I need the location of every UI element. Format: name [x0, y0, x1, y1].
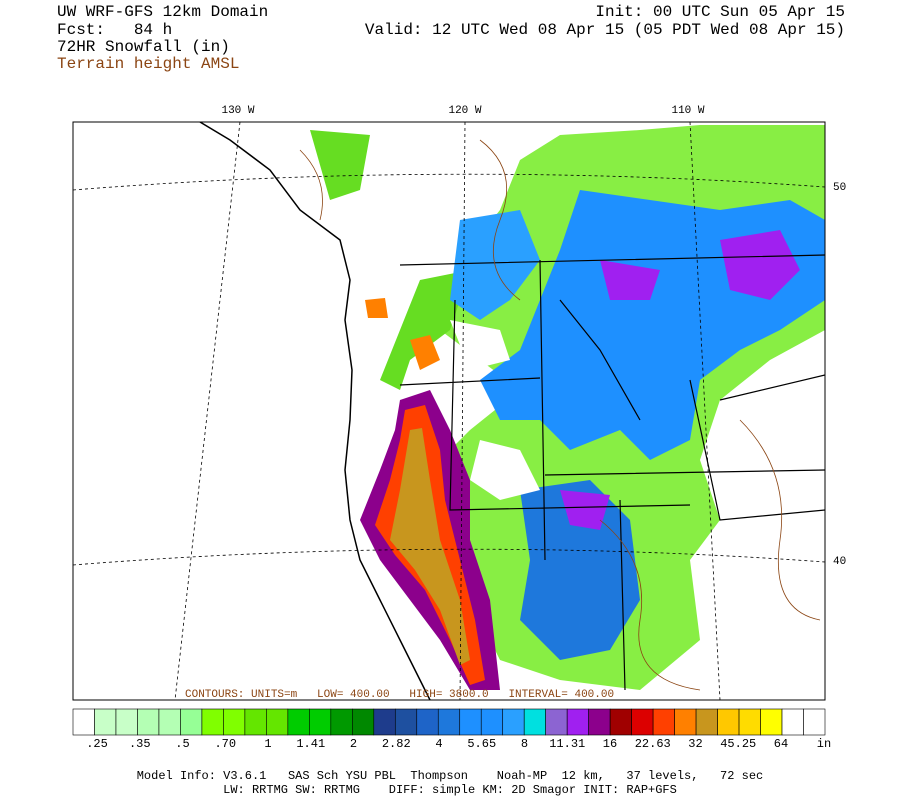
colorbar-label: 64 [774, 737, 788, 751]
longitude-label: 120 W [448, 105, 481, 117]
coastline [199, 122, 431, 700]
valid-time: Valid: 12 UTC Wed 08 Apr 15 (05 PDT Wed … [365, 21, 845, 39]
colorbar-swatch [631, 708, 654, 736]
colorbar-swatch [180, 708, 203, 736]
colorbar-swatch [803, 708, 826, 736]
colorbar-swatch [781, 708, 804, 736]
colorbar-swatch [201, 708, 224, 736]
snow-spot [365, 298, 440, 370]
colorbar-label: 8 [521, 737, 528, 751]
colorbar-label: 5.65 [467, 737, 496, 751]
colorbar-label: 2.82 [382, 737, 411, 751]
state-borders [399, 254, 825, 691]
colorbar-label: 32 [688, 737, 702, 751]
colorbar-swatch [352, 708, 375, 736]
colorbar-label: 1 [264, 737, 271, 751]
colorbar-swatch [158, 708, 181, 736]
colorbar-swatch [695, 708, 718, 736]
latitude-label: 50 [833, 182, 846, 194]
colorbar-swatch [223, 708, 246, 736]
colorbar-swatch [287, 708, 310, 736]
colorbar-label: .70 [214, 737, 236, 751]
model-physics: LW: RRTMG SW: RRTMG DIFF: simple KM: 2D … [223, 783, 677, 797]
colorbar-swatch [566, 708, 589, 736]
colorbar-swatch [94, 708, 117, 736]
colorbar-label: 11.31 [549, 737, 585, 751]
colorbar-swatch [309, 708, 332, 736]
contour-info: CONTOURS: UNITS=m LOW= 400.00 HIGH= 3800… [185, 689, 614, 701]
colorbar-swatch [545, 708, 568, 736]
colorbar-swatch [480, 708, 504, 736]
colorbar-unit: in [817, 737, 831, 751]
colorbar-swatch [760, 708, 783, 736]
longitude-label: 130 W [221, 105, 254, 117]
colorbar-swatch [137, 708, 160, 736]
colorbar-label: 1.41 [296, 737, 325, 751]
init-time: Init: 00 UTC Sun 05 Apr 15 [595, 3, 845, 21]
map: CONTOURS: UNITS=m LOW= 400.00 HIGH= 3800… [72, 121, 826, 701]
graticule [73, 122, 825, 700]
latitude-label: 40 [833, 556, 846, 568]
colorbar-swatch [652, 708, 675, 736]
snow-light [310, 130, 470, 390]
colorbar-swatch [72, 708, 95, 736]
colorbar-swatch [437, 708, 461, 736]
snow-heavy [560, 230, 800, 530]
colorbar-swatch [523, 708, 546, 736]
colorbar-swatch [373, 708, 396, 736]
model-title: UW WRF-GFS 12km Domain [57, 3, 268, 21]
colorbar-swatch [738, 708, 761, 736]
colorbar-swatch [609, 708, 632, 736]
forecast-hour: Fcst: 84 h [57, 21, 172, 39]
colorbar-swatch [394, 708, 418, 736]
map-frame [72, 121, 826, 701]
colorbar-label: 22.63 [635, 737, 671, 751]
colorbar-swatch [330, 708, 353, 736]
longitude-label: 110 W [671, 105, 704, 117]
colorbar-swatch [459, 708, 482, 736]
colorbar-label: .5 [175, 737, 189, 751]
colorbar-label: .25 [86, 737, 108, 751]
snow-gap [450, 320, 540, 500]
colorbar-label: 16 [603, 737, 617, 751]
colorbar-swatch [502, 708, 525, 736]
model-info: Model Info: V3.6.1 SAS Sch YSU PBL Thomp… [137, 769, 764, 783]
colorbar-label: 2 [350, 737, 357, 751]
terrain-contours [299, 139, 821, 691]
colorbar-label: .35 [129, 737, 151, 751]
colorbar: .25 .35 .5 .70 1 1.41 2 2.82 4 5.65 8 11.31 16 22.63 3… [72, 708, 831, 751]
snow-moderate [520, 480, 640, 660]
colorbar-swatch [416, 708, 439, 736]
colorbar-swatch [717, 708, 740, 736]
field-name: 72HR Snowfall (in) [57, 38, 230, 56]
colorbar-swatch [588, 708, 611, 736]
colorbar-label: 45.25 [720, 737, 756, 751]
colorbar-swatch [115, 708, 138, 736]
snow-extreme [390, 428, 470, 665]
colorbar-swatch [674, 708, 697, 736]
overlay-name: Terrain height AMSL [57, 55, 239, 73]
colorbar-swatch [244, 708, 267, 736]
colorbar-swatch [266, 708, 289, 736]
colorbar-label: 4 [435, 737, 442, 751]
